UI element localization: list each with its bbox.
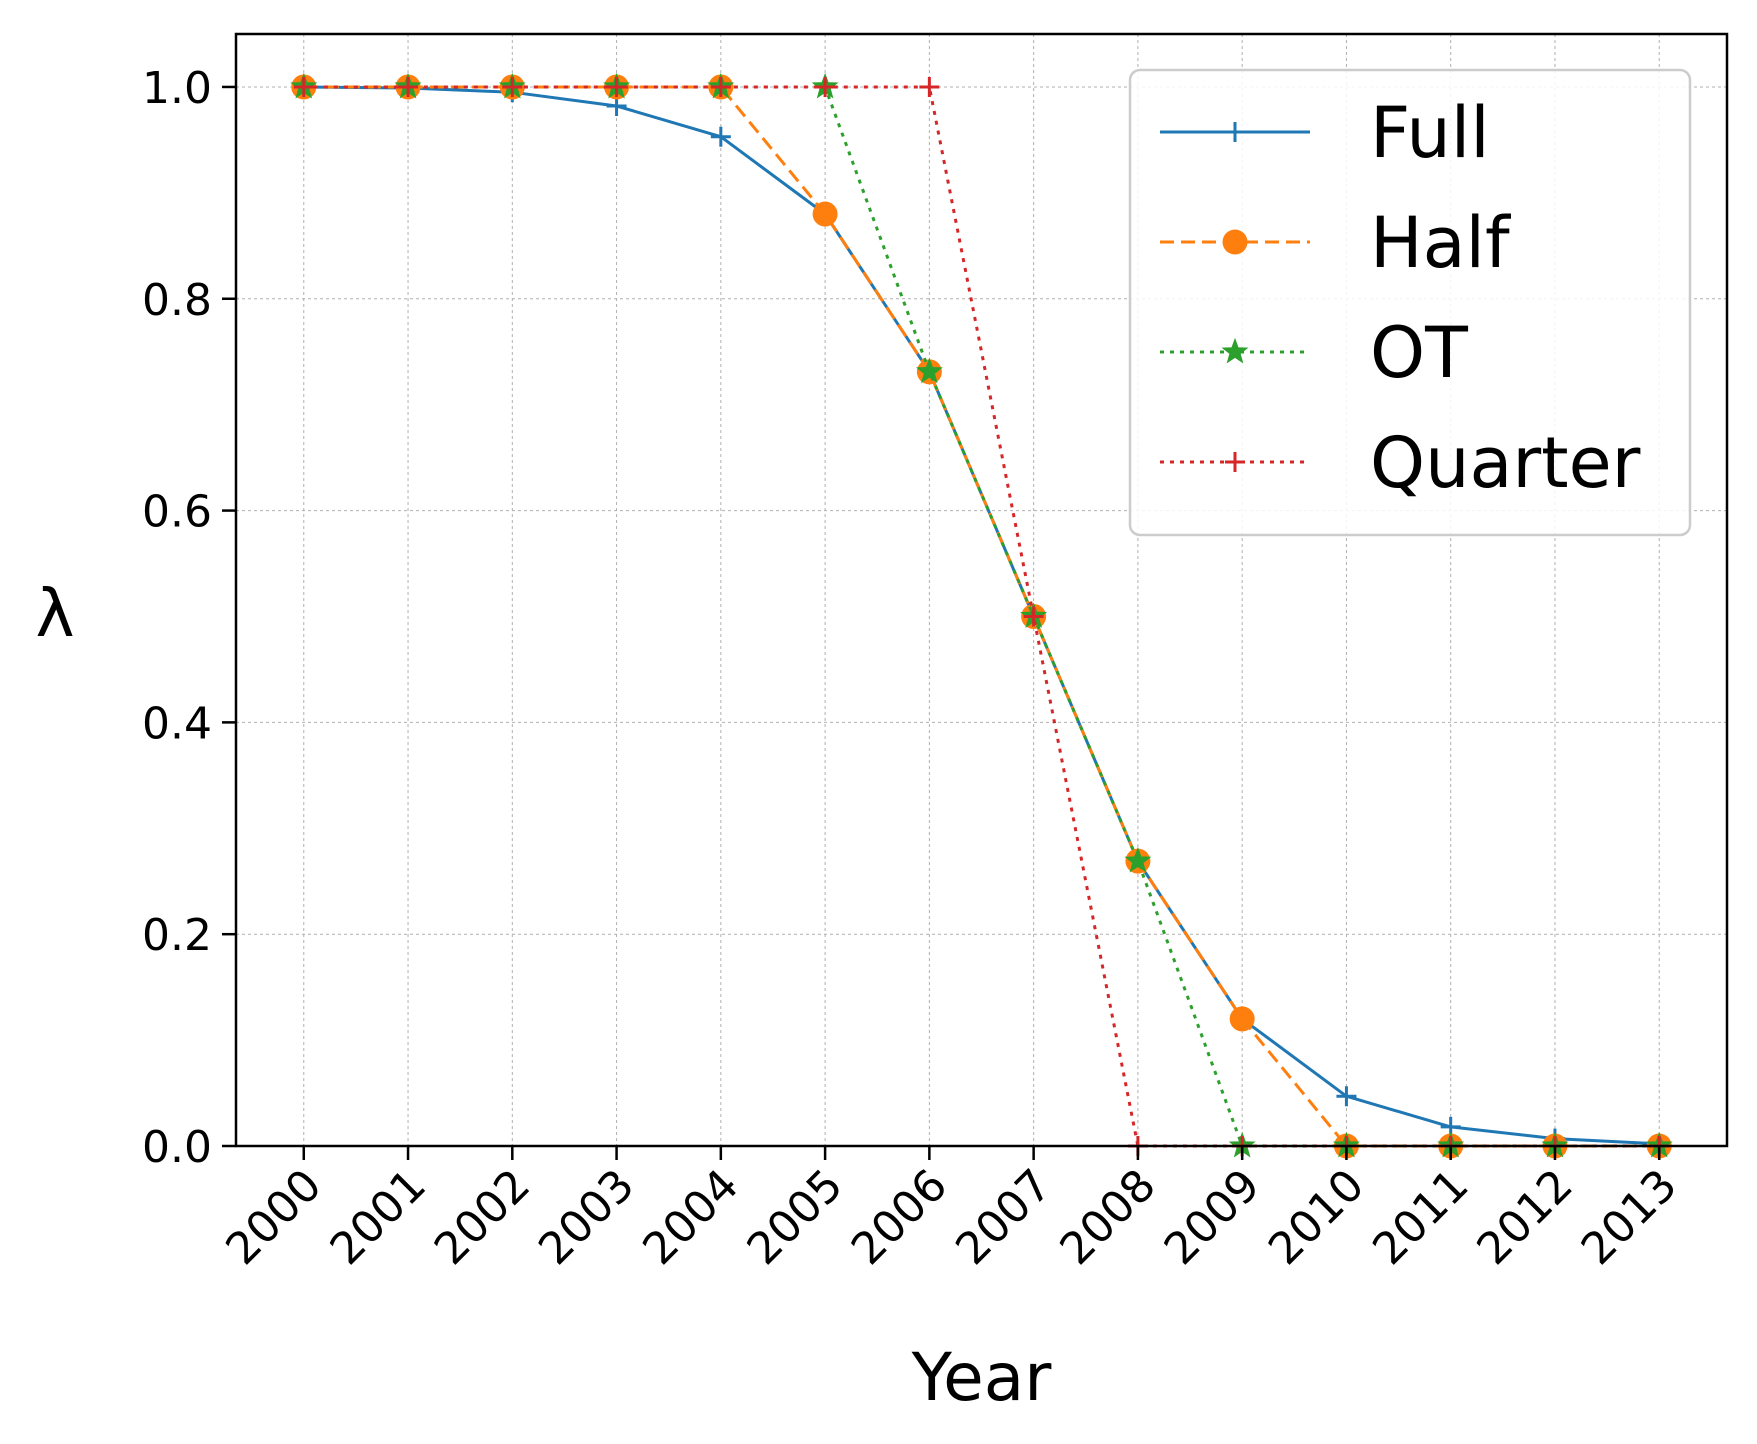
y-tick-label: 0.4 xyxy=(142,698,212,749)
legend-marker-ot xyxy=(1221,337,1249,364)
data-point-full xyxy=(710,126,731,147)
legend-label-ot: OT xyxy=(1370,312,1468,394)
legend-marker-quarter xyxy=(1225,452,1245,472)
data-point-quarter xyxy=(398,76,419,97)
legend-marker-half xyxy=(1222,229,1248,255)
legend-item-ot: OT xyxy=(1160,312,1468,394)
series-line-half xyxy=(303,85,1660,1148)
data-point-quarter xyxy=(1023,606,1044,627)
data-point-quarter xyxy=(919,76,940,97)
legend-label-quarter: Quarter xyxy=(1370,422,1641,504)
legend-marker-full xyxy=(1225,122,1245,142)
data-point-ot xyxy=(1124,846,1152,873)
data-point-quarter xyxy=(293,76,314,97)
data-point-quarter xyxy=(606,76,627,97)
y-tick-label: 0.0 xyxy=(142,1122,212,1173)
legend-label-full: Full xyxy=(1370,92,1490,174)
plot-frame xyxy=(234,32,1729,1148)
data-point-quarter xyxy=(815,76,836,97)
data-point-full xyxy=(1336,1086,1357,1107)
legend: Full Half OT Quarter xyxy=(1128,68,1692,537)
x-axis-title: Year xyxy=(911,1339,1053,1416)
legend-item-quarter: Quarter xyxy=(1160,422,1641,504)
data-point-half xyxy=(812,201,838,227)
legend-box xyxy=(1128,68,1692,537)
data-point-quarter xyxy=(502,76,523,97)
y-axis-title: λ xyxy=(35,575,74,652)
y-tick-label: 1.0 xyxy=(142,63,212,114)
data-point-quarter xyxy=(710,76,731,97)
data-point-half xyxy=(1229,1006,1255,1032)
data-point-ot xyxy=(915,357,943,384)
y-tick-label: 0.6 xyxy=(142,487,212,538)
y-tick-label: 0.2 xyxy=(142,910,212,961)
legend-label-half: Half xyxy=(1370,202,1511,284)
legend-item-half: Half xyxy=(1160,202,1511,284)
legend-item-full: Full xyxy=(1160,92,1490,174)
y-tick-label: 0.8 xyxy=(142,275,212,326)
